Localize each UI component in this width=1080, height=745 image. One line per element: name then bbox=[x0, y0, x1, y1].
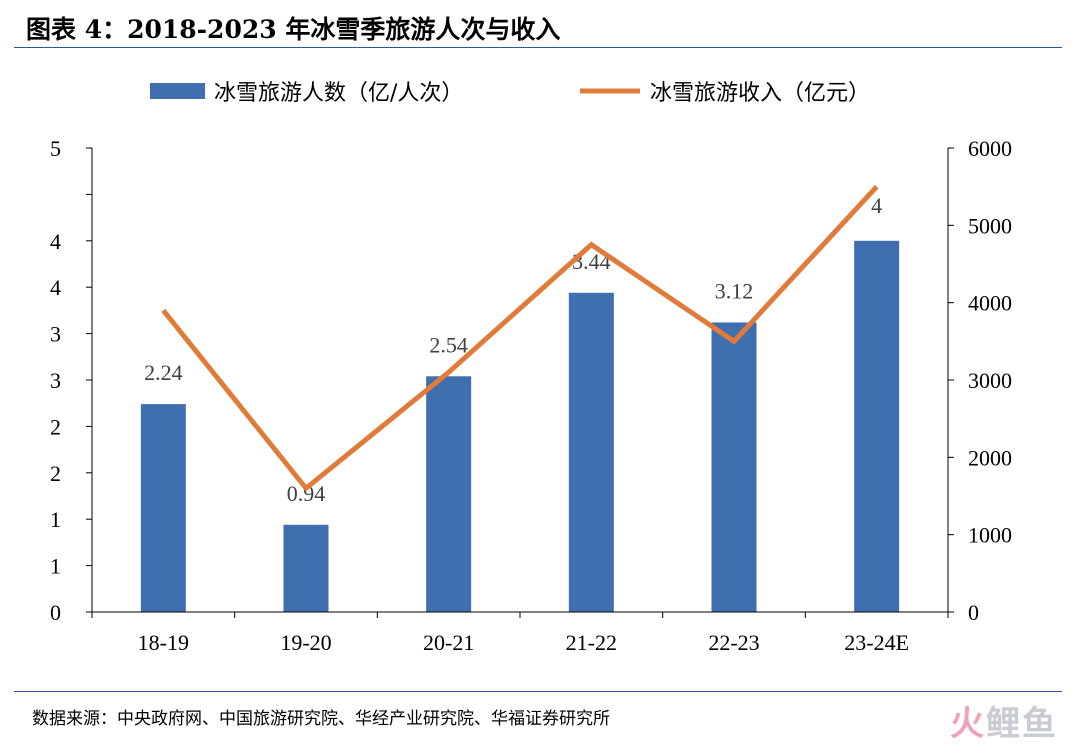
legend-label-bar: 冰雪旅游人数（亿/人次） bbox=[214, 81, 463, 106]
bar bbox=[426, 376, 472, 612]
title-divider bbox=[14, 47, 1062, 48]
bar-data-label: 2.24 bbox=[144, 360, 183, 385]
left-axis-tick-label: 4 bbox=[50, 275, 61, 300]
bar-data-label: 3.12 bbox=[715, 278, 754, 303]
right-axis-tick-label: 1000 bbox=[968, 523, 1012, 548]
left-axis-tick-label: 0 bbox=[50, 600, 61, 625]
bar-data-label: 2.54 bbox=[429, 332, 468, 357]
legend-swatch-bar bbox=[150, 83, 205, 99]
bar bbox=[711, 322, 757, 612]
watermark-part-b: 鲤鱼 bbox=[986, 704, 1058, 744]
bar bbox=[283, 524, 329, 612]
left-axis-tick-label: 2 bbox=[50, 461, 61, 486]
bar-data-label: 4 bbox=[871, 193, 882, 218]
left-y-axis: 0 1 1 2 2 3 3 4 4 5 bbox=[50, 136, 93, 625]
x-axis-tick-label: 19-20 bbox=[280, 630, 331, 655]
x-axis-tick-label: 23-24E bbox=[844, 630, 909, 655]
bar bbox=[568, 292, 614, 612]
x-axis-tick-label: 21-22 bbox=[566, 630, 617, 655]
watermark-part-a: 火 bbox=[950, 704, 986, 744]
bar bbox=[854, 240, 900, 613]
data-source-note: 数据来源：中央政府网、中国旅游研究院、华经产业研究院、华福证券研究所 bbox=[32, 709, 610, 729]
right-axis-tick-label: 0 bbox=[968, 600, 979, 625]
right-axis-tick-label: 4000 bbox=[968, 291, 1012, 316]
right-axis-tick-label: 2000 bbox=[968, 445, 1012, 470]
legend-label-line: 冰雪旅游收入（亿元） bbox=[650, 81, 870, 106]
x-axis: 18-19 19-20 20-21 21-22 22-23 23-24E bbox=[91, 611, 949, 655]
legend: 冰雪旅游人数（亿/人次） 冰雪旅游收入（亿元） bbox=[150, 81, 870, 106]
right-axis-tick-label: 3000 bbox=[968, 368, 1012, 393]
left-axis-tick-label: 3 bbox=[50, 322, 61, 347]
left-axis-tick-label: 5 bbox=[50, 136, 61, 161]
watermark-logo: 火鲤鱼 bbox=[950, 696, 1058, 745]
left-axis-tick-label: 2 bbox=[50, 414, 61, 439]
bar-series bbox=[140, 240, 900, 613]
left-axis-tick-label: 4 bbox=[50, 229, 61, 254]
x-axis-tick-label: 22-23 bbox=[708, 630, 759, 655]
left-axis-tick-label: 3 bbox=[50, 368, 61, 393]
right-axis-tick-label: 6000 bbox=[968, 136, 1012, 161]
line-path bbox=[161, 184, 879, 492]
left-axis-tick-label: 1 bbox=[50, 554, 61, 579]
right-y-axis: 0 1000 2000 3000 4000 5000 6000 bbox=[947, 136, 1012, 625]
left-axis-tick-label: 1 bbox=[50, 507, 61, 532]
bar-data-labels: 2.240.942.543.443.124 bbox=[144, 193, 882, 506]
line-series bbox=[161, 184, 879, 492]
x-axis-tick-label: 20-21 bbox=[423, 630, 474, 655]
bar bbox=[140, 404, 186, 612]
right-axis-tick-label: 5000 bbox=[968, 213, 1012, 238]
chart-title: 图表 4：2018-2023 年冰雪季旅游人次与收入 bbox=[26, 15, 561, 44]
footer-divider bbox=[14, 691, 1062, 692]
chart-canvas: 冰雪旅游人数（亿/人次） 冰雪旅游收入（亿元） 0 1 1 2 2 3 3 4 4 5 0 1000 2… bbox=[50, 81, 1012, 655]
x-axis-tick-label: 18-19 bbox=[138, 630, 189, 655]
